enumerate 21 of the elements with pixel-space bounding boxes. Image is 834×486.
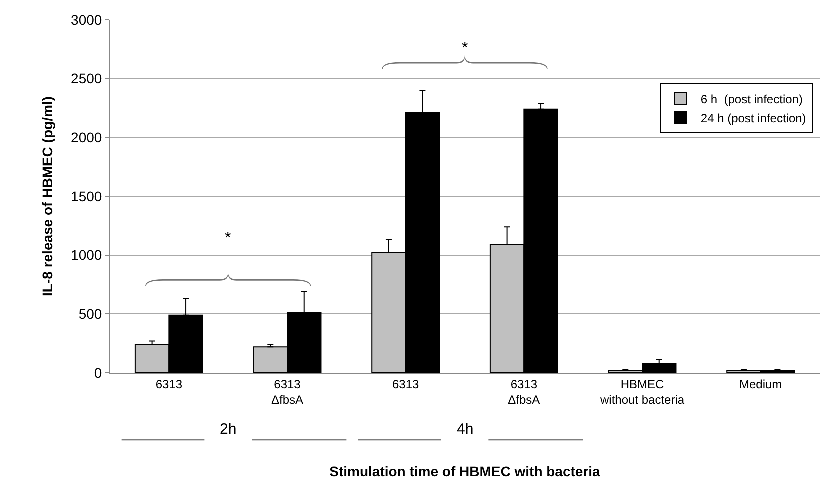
y-tick-label: 2000 <box>71 130 102 146</box>
annotation: * <box>225 230 232 247</box>
x-tick-label: HBMEC without bacteria <box>599 377 685 407</box>
x-axis-title: Stimulation time of HBMEC with bacteria <box>330 463 601 480</box>
y-tick-label: 500 <box>78 306 102 322</box>
x-tick-label: Medium <box>739 377 782 392</box>
x-tick-label: 6313 ΔfbsA <box>508 377 540 407</box>
y-tick-label: 2500 <box>71 70 102 87</box>
y-tick-label: 1500 <box>71 188 102 204</box>
y-tick-label: 1000 <box>71 247 102 264</box>
y-tick-label: 0 <box>94 364 102 381</box>
x-tick-label: 6313 <box>392 377 420 392</box>
text: 2h <box>220 421 237 438</box>
x-tick-label: 6313 ΔfbsA <box>271 377 304 407</box>
legend-label: 6 h (post infection) <box>700 92 803 107</box>
y-tick-label: 3000 <box>71 12 102 28</box>
text: 4h <box>457 421 474 438</box>
x-tick-label: 6313 <box>156 377 183 392</box>
y-axis-title: IL-8 release of HBMEC (pg/ml) <box>40 96 56 296</box>
annotation: * <box>462 40 468 57</box>
legend-label: 24 h (post infection) <box>700 112 806 126</box>
